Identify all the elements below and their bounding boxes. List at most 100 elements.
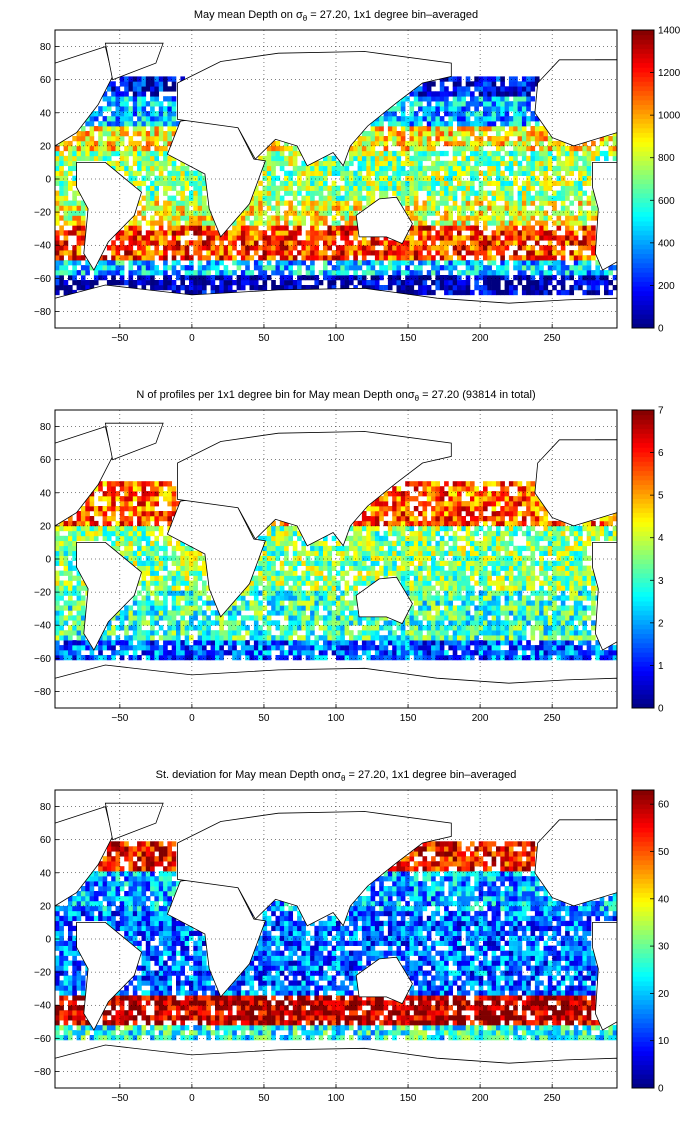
data-cell <box>340 230 345 235</box>
data-cell <box>142 640 147 645</box>
data-cell <box>496 620 501 625</box>
data-cell <box>263 196 268 201</box>
data-cell <box>267 610 272 615</box>
data-cell <box>146 240 151 245</box>
data-cell <box>353 615 358 620</box>
data-cell <box>531 196 536 201</box>
data-cell <box>466 625 471 630</box>
data-cell <box>397 625 402 630</box>
data-cell <box>505 290 510 295</box>
data-cell <box>211 240 216 245</box>
data-cell <box>492 591 497 596</box>
data-cell <box>64 615 69 620</box>
data-cell <box>215 270 220 275</box>
data-cell <box>150 131 155 136</box>
data-cell <box>561 250 566 255</box>
data-cell <box>59 605 64 610</box>
data-cell <box>349 230 354 235</box>
data-cell <box>349 176 354 181</box>
data-cell <box>263 255 268 260</box>
data-cell <box>284 191 289 196</box>
data-cell <box>245 650 250 655</box>
data-cell <box>578 240 583 245</box>
data-cell <box>167 625 172 630</box>
data-cell <box>202 645 207 650</box>
data-cell <box>124 625 129 630</box>
data-cell <box>384 245 389 250</box>
data-cell <box>180 255 185 260</box>
data-cell <box>418 181 423 186</box>
data-cell <box>479 275 484 280</box>
data-cell <box>423 136 428 141</box>
data-cell <box>142 215 147 220</box>
data-cell <box>561 605 566 610</box>
data-cell <box>578 206 583 211</box>
data-cell <box>435 230 440 235</box>
data-cell <box>453 260 458 265</box>
colorbar-segment <box>632 305 654 310</box>
data-cell <box>414 181 419 186</box>
data-cell <box>327 625 332 630</box>
data-cell <box>423 206 428 211</box>
data-cell <box>55 206 60 211</box>
data-cell <box>405 171 410 176</box>
data-cell <box>55 230 60 235</box>
data-cell <box>349 260 354 265</box>
data-cell <box>457 655 462 660</box>
data-cell <box>111 270 116 275</box>
data-cell <box>457 610 462 615</box>
data-cell <box>211 225 216 230</box>
data-cell <box>604 285 609 290</box>
data-cell <box>392 250 397 255</box>
data-cell <box>189 620 194 625</box>
data-cell <box>55 211 60 216</box>
data-cell <box>535 645 540 650</box>
data-cell <box>483 161 488 166</box>
data-cell <box>340 280 345 285</box>
data-cell <box>280 181 285 186</box>
data-cell <box>474 255 479 260</box>
data-cell <box>531 275 536 280</box>
data-cell <box>466 156 471 161</box>
data-cell <box>371 196 376 201</box>
data-cell <box>600 280 605 285</box>
data-cell <box>600 275 605 280</box>
data-cell <box>116 86 121 91</box>
data-cell <box>479 196 484 201</box>
data-cell <box>405 96 410 101</box>
data-cell <box>418 255 423 260</box>
colorbar-segment <box>632 35 654 40</box>
data-cell <box>353 176 358 181</box>
data-cell <box>142 121 147 126</box>
data-cell <box>314 640 319 645</box>
data-cell <box>552 196 557 201</box>
data-cell <box>531 96 536 101</box>
data-cell <box>345 265 350 270</box>
data-cell <box>513 116 518 121</box>
data-cell <box>440 645 445 650</box>
data-cell <box>206 220 211 225</box>
data-cell <box>172 101 177 106</box>
data-cell <box>392 151 397 156</box>
data-cell <box>314 581 319 586</box>
data-cell <box>288 620 293 625</box>
data-cell <box>59 176 64 181</box>
data-cell <box>522 146 527 151</box>
data-cell <box>146 245 151 250</box>
data-cell <box>427 211 432 216</box>
data-cell <box>206 640 211 645</box>
data-cell <box>518 245 523 250</box>
data-cell <box>539 245 544 250</box>
data-cell <box>487 121 492 126</box>
data-cell <box>254 635 259 640</box>
data-cell <box>379 191 384 196</box>
data-cell <box>392 126 397 131</box>
data-cell <box>332 235 337 240</box>
data-cell <box>379 116 384 121</box>
data-cell <box>55 645 60 650</box>
data-cell <box>423 141 428 146</box>
data-cell <box>146 196 151 201</box>
data-cell <box>336 615 341 620</box>
data-cell <box>198 186 203 191</box>
data-cell <box>561 181 566 186</box>
